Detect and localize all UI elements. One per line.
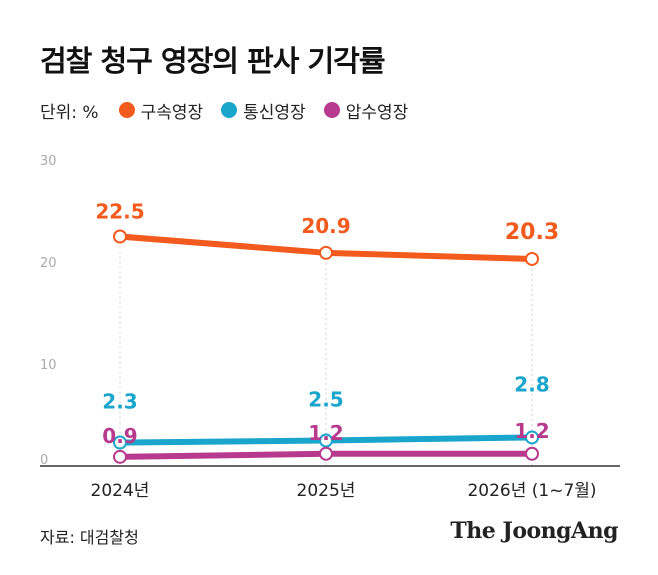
y-tick-label: 10 — [40, 358, 57, 373]
data-label: 2.3 — [102, 390, 137, 414]
data-label: 0.9 — [102, 424, 137, 448]
data-label: 22.5 — [95, 200, 144, 224]
y-tick-label: 0 — [40, 453, 48, 468]
data-point — [319, 245, 333, 260]
data-label: 20.3 — [505, 220, 559, 245]
joongang-logo: The JoongAng — [450, 518, 618, 544]
data-label: 2.8 — [514, 372, 549, 396]
data-point — [113, 435, 127, 450]
x-tick-label: 2024년 — [91, 481, 150, 501]
y-tick-label: 20 — [40, 256, 57, 271]
data-point — [525, 251, 539, 266]
legend-swatch — [323, 102, 340, 118]
page-title: 검찰 청구 영장의 판사 기각률 — [40, 44, 386, 78]
data-point — [319, 446, 333, 461]
data-label: 2.5 — [308, 388, 343, 412]
data-label: 1.2 — [308, 421, 343, 445]
data-label: 20.9 — [301, 214, 350, 238]
x-tick-label: 2026년 (1~7월) — [467, 481, 596, 501]
legend-label: 통신영장 — [243, 102, 306, 123]
data-point — [319, 433, 333, 448]
unit-label: 단위: % — [40, 102, 99, 123]
legend-swatch — [118, 102, 135, 118]
legend-items: 구속영장 통신영장 압수영장 — [118, 98, 427, 123]
data-point — [113, 449, 127, 464]
legend-item-1: 통신영장 — [221, 98, 306, 123]
source-label: 자료: 대검찰청 — [40, 528, 139, 547]
y-tick-label: 30 — [40, 154, 57, 169]
legend: 단위: % 구속영장 통신영장 압수영장 — [40, 98, 427, 123]
data-point — [525, 430, 539, 445]
x-tick-label: 2025년 — [297, 481, 356, 501]
data-label: 1.2 — [514, 419, 549, 443]
legend-swatch — [221, 102, 238, 118]
data-point — [113, 229, 127, 244]
legend-item-2: 압수영장 — [323, 98, 409, 123]
legend-label: 압수영장 — [345, 102, 409, 123]
data-point — [525, 446, 539, 461]
legend-item-0: 구속영장 — [118, 98, 204, 123]
legend-label: 구속영장 — [140, 102, 204, 123]
